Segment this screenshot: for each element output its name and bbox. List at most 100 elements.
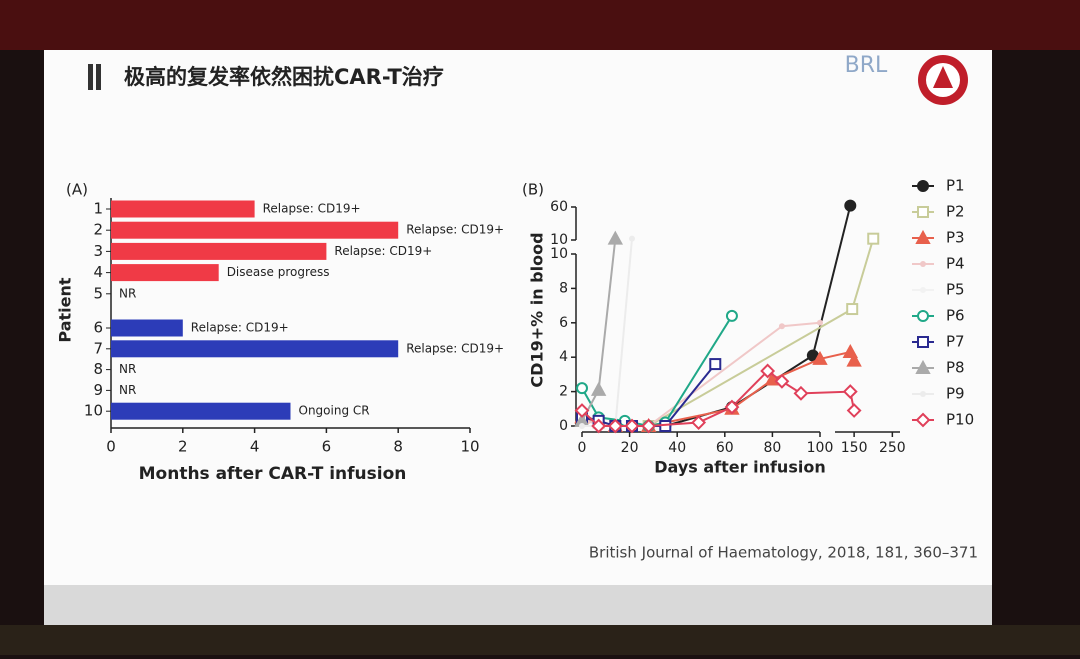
bar [111,264,219,282]
legend-label: P3 [946,229,965,247]
legend-marker [920,287,926,293]
x-tick-label: 6 [322,438,332,456]
marker [846,352,862,367]
x-tick-label: 40 [668,440,686,456]
y-tick-label: 2 [559,384,568,400]
marker [778,323,785,330]
legend-marker [917,336,929,348]
bar [111,200,255,218]
bar [111,402,291,420]
x-tick-label: 8 [393,438,403,456]
slide-reflection [44,585,992,625]
legend-marker [920,261,926,267]
marker [574,403,590,418]
y-tick-label: 3 [93,242,103,260]
marker [846,403,862,418]
panel-label: (B) [522,181,544,199]
legend-marker [915,359,931,374]
y-axis-label: CD19+% in blood [528,232,547,387]
marker [774,373,790,389]
y-tick-label: 10 [550,232,568,248]
x-tick-label: 80 [763,440,781,456]
marker [709,358,722,371]
legend-label: P1 [946,177,965,195]
legend-marker [915,412,931,428]
x-tick-label: 250 [879,440,906,456]
marker [607,418,623,434]
logo-tree [933,66,953,88]
marker [591,418,607,434]
marker [579,423,585,429]
legend-label: P8 [946,359,965,377]
x-tick-label: 100 [807,440,834,456]
y-tick-label: 6 [559,315,568,331]
legend-label: P7 [946,333,965,351]
marker [760,363,776,379]
marker [590,381,607,396]
legend-label: P9 [946,385,965,403]
legend-marker [920,391,926,397]
marker [641,418,657,434]
bar [111,340,399,358]
y-tick-label: 10 [84,402,103,420]
curtain [0,0,1080,50]
logo-text: BRL [845,53,888,78]
marker [624,418,640,434]
legend-marker [915,229,931,244]
marker [607,230,624,245]
y-tick-label: 60 [550,199,568,215]
bar-annotation: Disease progress [227,265,330,279]
marker [846,303,859,316]
bar [111,242,327,260]
marker [793,385,809,401]
x-tick-label: 0 [578,440,587,456]
y-tick-label: 1 [93,200,103,218]
legend-label: P4 [946,255,965,273]
bar-annotation: Relapse: CD19+ [406,341,504,355]
marker [842,384,858,400]
marker [844,199,857,212]
marker [724,399,740,415]
marker [725,309,738,322]
marker [628,235,635,242]
x-tick-label: 0 [106,438,116,456]
y-tick-label: 4 [559,349,568,365]
y-tick-label: 8 [559,280,568,296]
title-bar [88,64,93,90]
x-axis-label: Days after infusion [654,458,825,477]
bar-annotation: NR [119,362,136,376]
y-tick-label: 7 [93,339,103,357]
marker [817,319,823,326]
y-tick-label: 5 [93,284,103,302]
citation: British Journal of Haematology, 2018, 18… [589,544,978,562]
marker [812,350,828,365]
x-tick-label: 150 [841,440,868,456]
x-axis-label: Months after CAR-T infusion [139,464,407,484]
y-tick-label: 9 [93,381,103,399]
panel-label: (A) [66,181,88,199]
slide-title: 极高的复发率依然困扰CAR-T治疗 [124,65,444,89]
marker [576,382,588,395]
marker [867,232,880,245]
x-tick-label: 20 [621,440,639,456]
bar-annotation: Relapse: CD19+ [263,202,361,216]
x-tick-label: 60 [716,440,734,456]
y-tick-label: 10 [550,246,568,262]
bar [111,319,183,337]
y-axis-label: Patient [56,277,75,342]
bar-annotation: Relapse: CD19+ [406,223,504,237]
y-tick-label: 6 [93,319,103,337]
slide [44,50,992,585]
legend-label: P5 [946,281,965,299]
title-bar [96,64,101,90]
y-tick-label: 4 [93,263,103,281]
y-tick-label: 2 [93,221,103,239]
x-tick-label: 4 [250,438,260,456]
bar [111,221,399,239]
legend-marker [917,180,929,192]
audience [0,625,1080,655]
bar-annotation: Ongoing CR [299,404,370,418]
y-tick-label: 8 [93,360,103,378]
